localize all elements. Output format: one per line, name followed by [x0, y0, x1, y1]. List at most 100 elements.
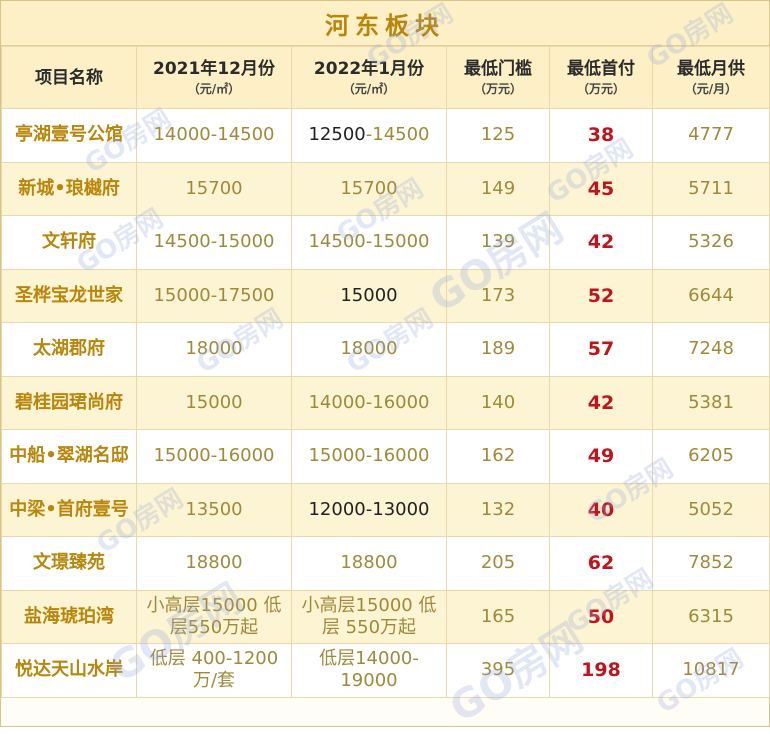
table-row: 圣桦宝龙世家 15000-17500 15000 173 52 6644	[1, 268, 770, 323]
project-name-cell: 碧桂园珺尚府	[1, 375, 137, 430]
jan-2022-price-part: 12500	[308, 124, 366, 146]
min-monthly-cell: 7248	[652, 322, 770, 377]
header-unit: （元/㎡）	[342, 81, 396, 96]
min-monthly-cell: 6205	[652, 429, 770, 484]
min-threshold-cell: 132	[446, 482, 550, 537]
min-threshold-cell: 395	[446, 643, 550, 698]
min-threshold-cell: 139	[446, 215, 550, 270]
header-min-monthly: 最低月供 （元/月）	[652, 46, 770, 109]
header-min-threshold: 最低门槛 （万元）	[446, 46, 550, 109]
project-name-cell: 盐海琥珀湾	[1, 589, 137, 644]
table-row: 碧桂园珺尚府 15000 14000-16000 140 42 5381	[1, 375, 770, 430]
min-monthly-cell: 4777	[652, 108, 770, 163]
project-name-cell: 文璟臻苑	[1, 536, 137, 591]
jan-2022-price-part: 15000-16000	[308, 445, 430, 467]
table-row: 文轩府 14500-15000 14500-15000 139 42 5326	[1, 215, 770, 270]
min-threshold-cell: 205	[446, 536, 550, 591]
min-threshold-cell: 189	[446, 322, 550, 377]
dec-2021-price-cell: 15700	[136, 161, 292, 216]
min-down-payment-cell: 198	[549, 643, 653, 698]
min-threshold-cell: 165	[446, 589, 550, 644]
min-down-payment-cell: 62	[549, 536, 653, 591]
header-unit: （元/月）	[684, 81, 738, 96]
table-row: 文璟臻苑 18800 18800 205 62 7852	[1, 536, 770, 591]
table-row: 中梁•首府壹号 13500 12000-13000 132 40 5052	[1, 482, 770, 537]
dec-2021-price-cell: 15000	[136, 375, 292, 430]
table-row: 新城•琅樾府 15700 15700 149 45 5711	[1, 161, 770, 216]
dec-2021-price-cell: 18800	[136, 536, 292, 591]
jan-2022-price-cell: 12500-14500	[291, 108, 447, 163]
min-down-payment-cell: 57	[549, 322, 653, 377]
min-monthly-cell: 5711	[652, 161, 770, 216]
min-monthly-cell: 10817	[652, 643, 770, 698]
min-down-payment-cell: 49	[549, 429, 653, 484]
min-threshold-cell: 125	[446, 108, 550, 163]
min-down-payment-cell: 52	[549, 268, 653, 323]
jan-2022-price-part: 18800	[340, 552, 398, 574]
table-row: 盐海琥珀湾 小高层15000 低层550万起 小高层15000 低层 550万起 16…	[1, 589, 770, 644]
jan-2022-price-part: 14500-15000	[308, 231, 430, 253]
min-down-payment-cell: 50	[549, 589, 653, 644]
dec-2021-price-cell: 18000	[136, 322, 292, 377]
dec-2021-price-cell: 15000-16000	[136, 429, 292, 484]
project-name-cell: 悦达天山水岸	[1, 643, 137, 698]
header-min-down-payment: 最低首付 （万元）	[549, 46, 653, 109]
dec-2021-price-cell: 低层 400-1200万/套	[136, 643, 292, 698]
jan-2022-price-part: 14000-16000	[308, 391, 430, 413]
min-monthly-cell: 6644	[652, 268, 770, 323]
jan-2022-price-cell: 小高层15000 低层 550万起	[291, 589, 447, 644]
dec-2021-price-cell: 15000-17500	[136, 268, 292, 323]
min-down-payment-cell: 40	[549, 482, 653, 537]
jan-2022-price-part: 12000-13000	[308, 498, 430, 520]
jan-2022-price-part: 15700	[340, 177, 398, 199]
project-name-cell: 太湖郡府	[1, 322, 137, 377]
jan-2022-price-cell: 12000-13000	[291, 482, 447, 537]
project-name-cell: 中梁•首府壹号	[1, 482, 137, 537]
jan-2022-price-cell: 15700	[291, 161, 447, 216]
min-monthly-cell: 5052	[652, 482, 770, 537]
min-monthly-cell: 6315	[652, 589, 770, 644]
jan-2022-price-part: 18000	[340, 338, 398, 360]
jan-2022-price-cell: 18000	[291, 322, 447, 377]
table-row: 中船•翠湖名邸 15000-16000 15000-16000 162 49 6205	[1, 429, 770, 484]
min-threshold-cell: 173	[446, 268, 550, 323]
min-down-payment-cell: 42	[549, 215, 653, 270]
jan-2022-price-part: 15000	[340, 284, 398, 306]
jan-2022-price-cell: 14500-15000	[291, 215, 447, 270]
min-threshold-cell: 149	[446, 161, 550, 216]
min-monthly-cell: 7852	[652, 536, 770, 591]
min-down-payment-cell: 45	[549, 161, 653, 216]
min-down-payment-cell: 42	[549, 375, 653, 430]
min-threshold-cell: 140	[446, 375, 550, 430]
jan-2022-price-part: 小高层15000 低层 550万起	[301, 594, 437, 638]
jan-2022-price-part: 低层14000-19000	[319, 648, 419, 692]
jan-2022-price-cell: 18800	[291, 536, 447, 591]
project-name-cell: 文轩府	[1, 215, 137, 270]
min-down-payment-cell: 38	[549, 108, 653, 163]
table-row: 太湖郡府 18000 18000 189 57 7248	[1, 322, 770, 377]
table-body: 亭湖壹号公馆 14000-14500 12500-14500 125 38 4777 新城•…	[1, 108, 770, 698]
jan-2022-price-cell: 14000-16000	[291, 375, 447, 430]
header-jan-2022: 2022年1月份 （元/㎡）	[291, 46, 447, 109]
project-name-cell: 中船•翠湖名邸	[1, 429, 137, 484]
header-unit: （万元）	[473, 81, 522, 96]
dec-2021-price-cell: 小高层15000 低层550万起	[136, 589, 292, 644]
dec-2021-price-cell: 13500	[136, 482, 292, 537]
min-threshold-cell: 162	[446, 429, 550, 484]
jan-2022-price-cell: 低层14000-19000	[291, 643, 447, 698]
header-project-name: 项目名称	[1, 46, 137, 109]
table-row: 悦达天山水岸 低层 400-1200万/套 低层14000-19000 395 198 1…	[1, 643, 770, 698]
header-unit: （万元）	[576, 81, 625, 96]
jan-2022-price-cell: 15000-16000	[291, 429, 447, 484]
table-row: 亭湖壹号公馆 14000-14500 12500-14500 125 38 4777	[1, 108, 770, 163]
project-name-cell: 亭湖壹号公馆	[1, 108, 137, 163]
header-dec-2021: 2021年12月份 （元/㎡）	[136, 46, 292, 109]
price-table: 项目名称 2021年12月份 （元/㎡） 2022年1月份 （元/㎡） 最低门槛…	[1, 46, 770, 698]
header-row: 项目名称 2021年12月份 （元/㎡） 2022年1月份 （元/㎡） 最低门槛…	[1, 46, 770, 109]
project-name-cell: 新城•琅樾府	[1, 161, 137, 216]
dec-2021-price-cell: 14000-14500	[136, 108, 292, 163]
min-monthly-cell: 5326	[652, 215, 770, 270]
min-monthly-cell: 5381	[652, 375, 770, 430]
table-title: 河东板块	[1, 1, 769, 46]
